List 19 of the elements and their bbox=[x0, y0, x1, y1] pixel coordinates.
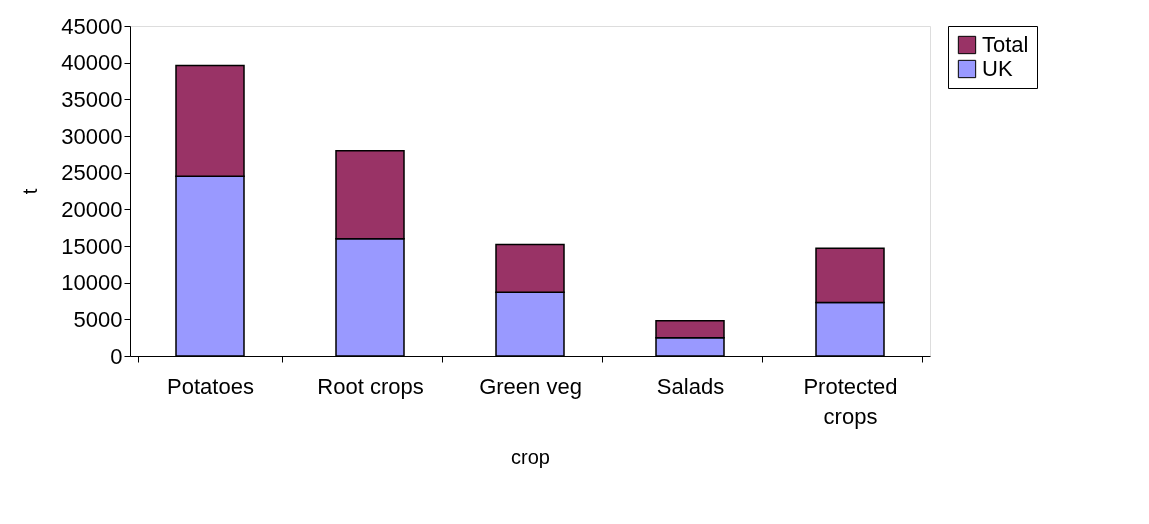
legend-label: Total bbox=[982, 32, 1029, 57]
y-tick-label: 40000 bbox=[61, 50, 123, 76]
y-tick-label: 30000 bbox=[61, 123, 123, 149]
y-tick-label: 0 bbox=[110, 343, 123, 369]
x-tick-label: Protected crops bbox=[803, 373, 898, 429]
y-tick-label: 25000 bbox=[61, 160, 123, 186]
y-tick-label: 10000 bbox=[61, 270, 123, 296]
y-tick-label: 20000 bbox=[61, 196, 123, 222]
x-tick-label: Root crops bbox=[317, 373, 424, 399]
y-tick-label: 5000 bbox=[73, 306, 123, 332]
x-axis-title: crop bbox=[511, 445, 550, 468]
y-tick-label: 35000 bbox=[61, 86, 123, 112]
legend-label: UK bbox=[982, 56, 1013, 81]
x-tick-label: Salads bbox=[656, 373, 725, 399]
y-axis-title: t bbox=[19, 188, 42, 195]
x-tick-label: Potatoes bbox=[167, 373, 254, 399]
y-tick-label: 15000 bbox=[61, 233, 123, 259]
y-tick-label: 45000 bbox=[61, 13, 123, 39]
x-tick-label: Green veg bbox=[479, 373, 582, 399]
